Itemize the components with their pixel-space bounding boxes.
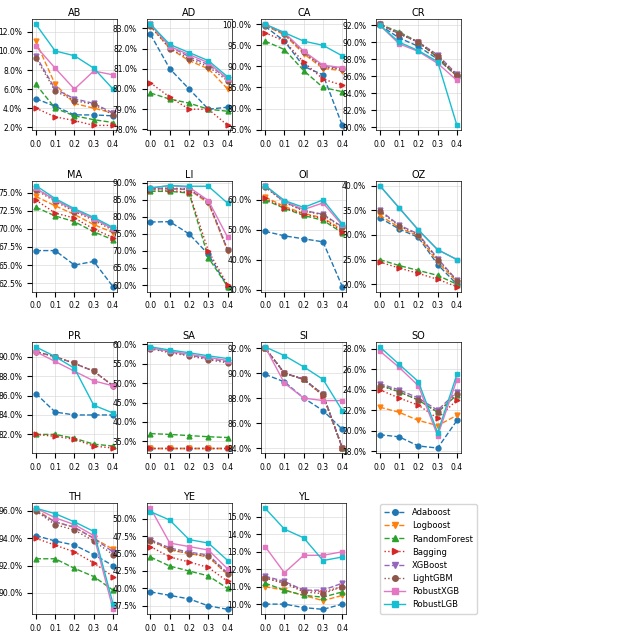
Title: AD: AD	[182, 8, 196, 19]
Title: AB: AB	[68, 8, 81, 19]
Title: LI: LI	[185, 170, 193, 180]
Title: OI: OI	[298, 170, 309, 180]
Title: YE: YE	[183, 492, 195, 502]
Title: CR: CR	[412, 8, 425, 19]
Legend: Adaboost, Logboost, RandomForest, Bagging, XGBoost, LightGBM, RobustXGB, RobustL: Adaboost, Logboost, RandomForest, Baggin…	[380, 504, 477, 614]
Title: CA: CA	[297, 8, 310, 19]
Title: MA: MA	[67, 170, 82, 180]
Title: OZ: OZ	[412, 170, 426, 180]
Title: YL: YL	[298, 492, 309, 502]
Title: SO: SO	[412, 331, 425, 341]
Title: PR: PR	[68, 331, 81, 341]
Title: TH: TH	[68, 492, 81, 502]
Title: SA: SA	[182, 331, 196, 341]
Title: SI: SI	[300, 331, 308, 341]
